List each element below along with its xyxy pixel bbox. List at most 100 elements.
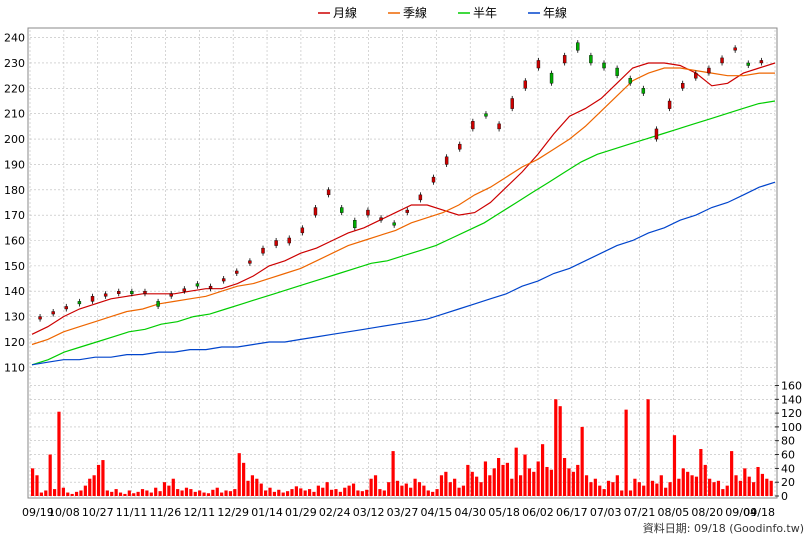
volume-bar bbox=[576, 464, 580, 496]
volume-bar bbox=[743, 468, 747, 496]
volume-bar bbox=[57, 411, 61, 496]
volume-tick-label: 20 bbox=[781, 476, 795, 489]
candle-body bbox=[366, 209, 370, 216]
volume-bar bbox=[180, 490, 184, 496]
candle-body bbox=[549, 72, 554, 84]
volume-bar bbox=[272, 491, 277, 496]
volume-bar bbox=[681, 468, 685, 496]
ma-line-半年 bbox=[31, 100, 776, 366]
volume-bar bbox=[519, 475, 523, 496]
volume-bar bbox=[453, 478, 457, 496]
volume-bar bbox=[136, 491, 140, 496]
volume-bar bbox=[312, 491, 316, 496]
volume-bar bbox=[233, 489, 237, 496]
volume-bar bbox=[479, 482, 483, 496]
volume-bar bbox=[769, 480, 773, 496]
price-tick-label: 140 bbox=[4, 285, 25, 298]
date-tick-label: 01/14 bbox=[251, 506, 283, 519]
candle-body bbox=[182, 288, 187, 292]
date-tick-label: 04/15 bbox=[421, 506, 453, 519]
volume-bar bbox=[716, 480, 721, 496]
candle-body bbox=[208, 285, 213, 289]
volume-bar bbox=[351, 483, 356, 496]
candle-body bbox=[576, 42, 580, 51]
volume-bar bbox=[369, 478, 373, 496]
volume-bar bbox=[52, 489, 57, 496]
price-tick-label: 240 bbox=[4, 32, 25, 45]
volume-bar bbox=[426, 490, 430, 496]
volume-tick-label: 120 bbox=[781, 407, 802, 420]
volume-tick-label: 100 bbox=[781, 421, 802, 434]
volume-bar bbox=[672, 435, 677, 496]
volume-bar bbox=[307, 489, 312, 496]
volume-bar bbox=[606, 480, 611, 496]
volume-bar bbox=[567, 468, 571, 496]
volume-bar bbox=[620, 490, 624, 496]
volume-bar bbox=[391, 451, 395, 496]
volume-bar bbox=[299, 488, 303, 496]
date-tick-label: 01/29 bbox=[285, 506, 317, 519]
candle-body bbox=[405, 209, 409, 213]
volume-bar bbox=[483, 461, 488, 496]
volume-bar bbox=[655, 483, 659, 496]
candle-body bbox=[589, 55, 593, 64]
candle-body bbox=[156, 301, 160, 307]
volume-bar bbox=[400, 485, 404, 496]
volume-bar bbox=[31, 468, 35, 496]
volume-bar bbox=[738, 480, 743, 496]
candle-body bbox=[353, 220, 357, 229]
volume-bar bbox=[501, 464, 505, 496]
volume-bar bbox=[193, 491, 197, 496]
volume-bar bbox=[387, 482, 391, 496]
date-tick-label: 10/27 bbox=[82, 506, 114, 519]
date-tick-label: 09/19 bbox=[22, 506, 54, 519]
volume-bar bbox=[545, 466, 549, 496]
candle-body bbox=[431, 176, 436, 183]
volume-bar bbox=[264, 490, 268, 496]
date-tick-label: 09/04 bbox=[725, 506, 757, 519]
volume-tick-label: 80 bbox=[781, 435, 795, 448]
volume-bar bbox=[378, 489, 382, 496]
volume-bar bbox=[176, 489, 180, 496]
volume-bar bbox=[220, 492, 224, 496]
volume-bar bbox=[422, 485, 426, 496]
volume-bar bbox=[132, 493, 136, 496]
volume-bar bbox=[730, 451, 734, 496]
volume-bar bbox=[598, 485, 602, 496]
candle-body bbox=[418, 194, 423, 201]
volume-bar bbox=[497, 458, 501, 496]
volume-bar bbox=[659, 475, 663, 496]
ma-line-季線 bbox=[31, 67, 775, 346]
volume-bar bbox=[140, 489, 145, 496]
candle-body bbox=[484, 113, 488, 117]
volume-bar bbox=[154, 487, 158, 496]
candle-body bbox=[707, 67, 711, 74]
volume-bar bbox=[343, 487, 347, 496]
volume-bar bbox=[44, 490, 48, 496]
volume-tick-label: 160 bbox=[781, 379, 802, 392]
candle-body bbox=[38, 316, 42, 320]
legend-label: 半年 bbox=[473, 6, 497, 20]
volume-bar bbox=[338, 491, 342, 496]
volume-bar bbox=[686, 471, 690, 496]
volume-bar bbox=[633, 478, 637, 496]
volume-bar bbox=[664, 487, 668, 496]
volume-bar bbox=[373, 475, 378, 496]
volume-bar bbox=[580, 426, 584, 496]
volume-bar bbox=[334, 489, 338, 496]
date-tick-label: 06/17 bbox=[556, 506, 588, 519]
volume-bar bbox=[228, 491, 233, 496]
volume-bar bbox=[316, 485, 320, 496]
candle-body bbox=[602, 62, 606, 69]
volume-bar bbox=[145, 490, 149, 496]
date-tick-label: 04/30 bbox=[454, 506, 486, 519]
date-tick-label: 07/03 bbox=[590, 506, 622, 519]
volume-bar bbox=[356, 490, 360, 496]
candle-body bbox=[248, 260, 252, 264]
candle-body bbox=[130, 291, 134, 294]
volume-bar bbox=[382, 490, 386, 496]
volume-bar bbox=[756, 466, 760, 496]
volume-bar bbox=[66, 492, 70, 496]
